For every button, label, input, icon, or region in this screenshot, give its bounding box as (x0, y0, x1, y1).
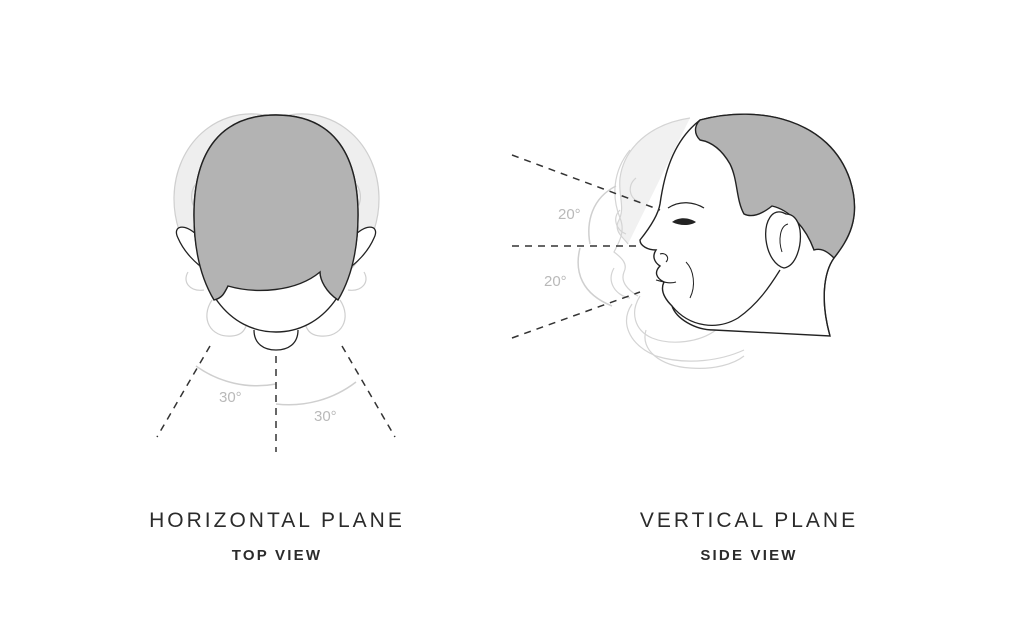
caption-title: HORIZONTAL PLANE (149, 509, 405, 532)
caption-subtitle: TOP VIEW (231, 547, 323, 564)
angle-arc-left-30 (195, 365, 277, 387)
cheek-line (685, 261, 694, 299)
caption-title: VERTICAL PLANE (639, 509, 859, 532)
caption-horizontal-plane: HORIZONTAL PLANE TOP VIEW (97, 509, 457, 564)
neck-back (823, 257, 835, 337)
sight-line-right (341, 345, 396, 438)
hair-top-view (193, 114, 359, 301)
angle-arc-lower-20 (577, 247, 613, 307)
angle-label-upper: 20° (558, 206, 581, 223)
side-view-ghost-heads (610, 117, 745, 369)
angle-arc-upper-20 (588, 185, 617, 245)
mouth-line (655, 279, 677, 284)
caption-vertical-plane: VERTICAL PLANE SIDE VIEW (569, 509, 929, 564)
angle-arc-right-30 (275, 381, 357, 406)
angle-label-right: 30° (314, 408, 337, 425)
sight-line-upper (511, 154, 661, 211)
sight-line-lower (511, 291, 641, 339)
side-view-diagram: 20° 20° (511, 113, 856, 369)
sight-line-left (156, 345, 211, 438)
angle-label-lower: 20° (544, 273, 567, 290)
top-view-diagram: 30° 30° (156, 113, 396, 452)
ear-side-view (765, 211, 802, 269)
eye (672, 218, 696, 225)
nose-top-view (253, 329, 299, 351)
angle-label-left: 30° (219, 389, 242, 406)
nostril (659, 253, 669, 263)
eyebrow (667, 202, 705, 209)
ear-inner (779, 223, 789, 253)
caption-subtitle: SIDE VIEW (700, 547, 798, 564)
jaw-line (671, 269, 781, 326)
